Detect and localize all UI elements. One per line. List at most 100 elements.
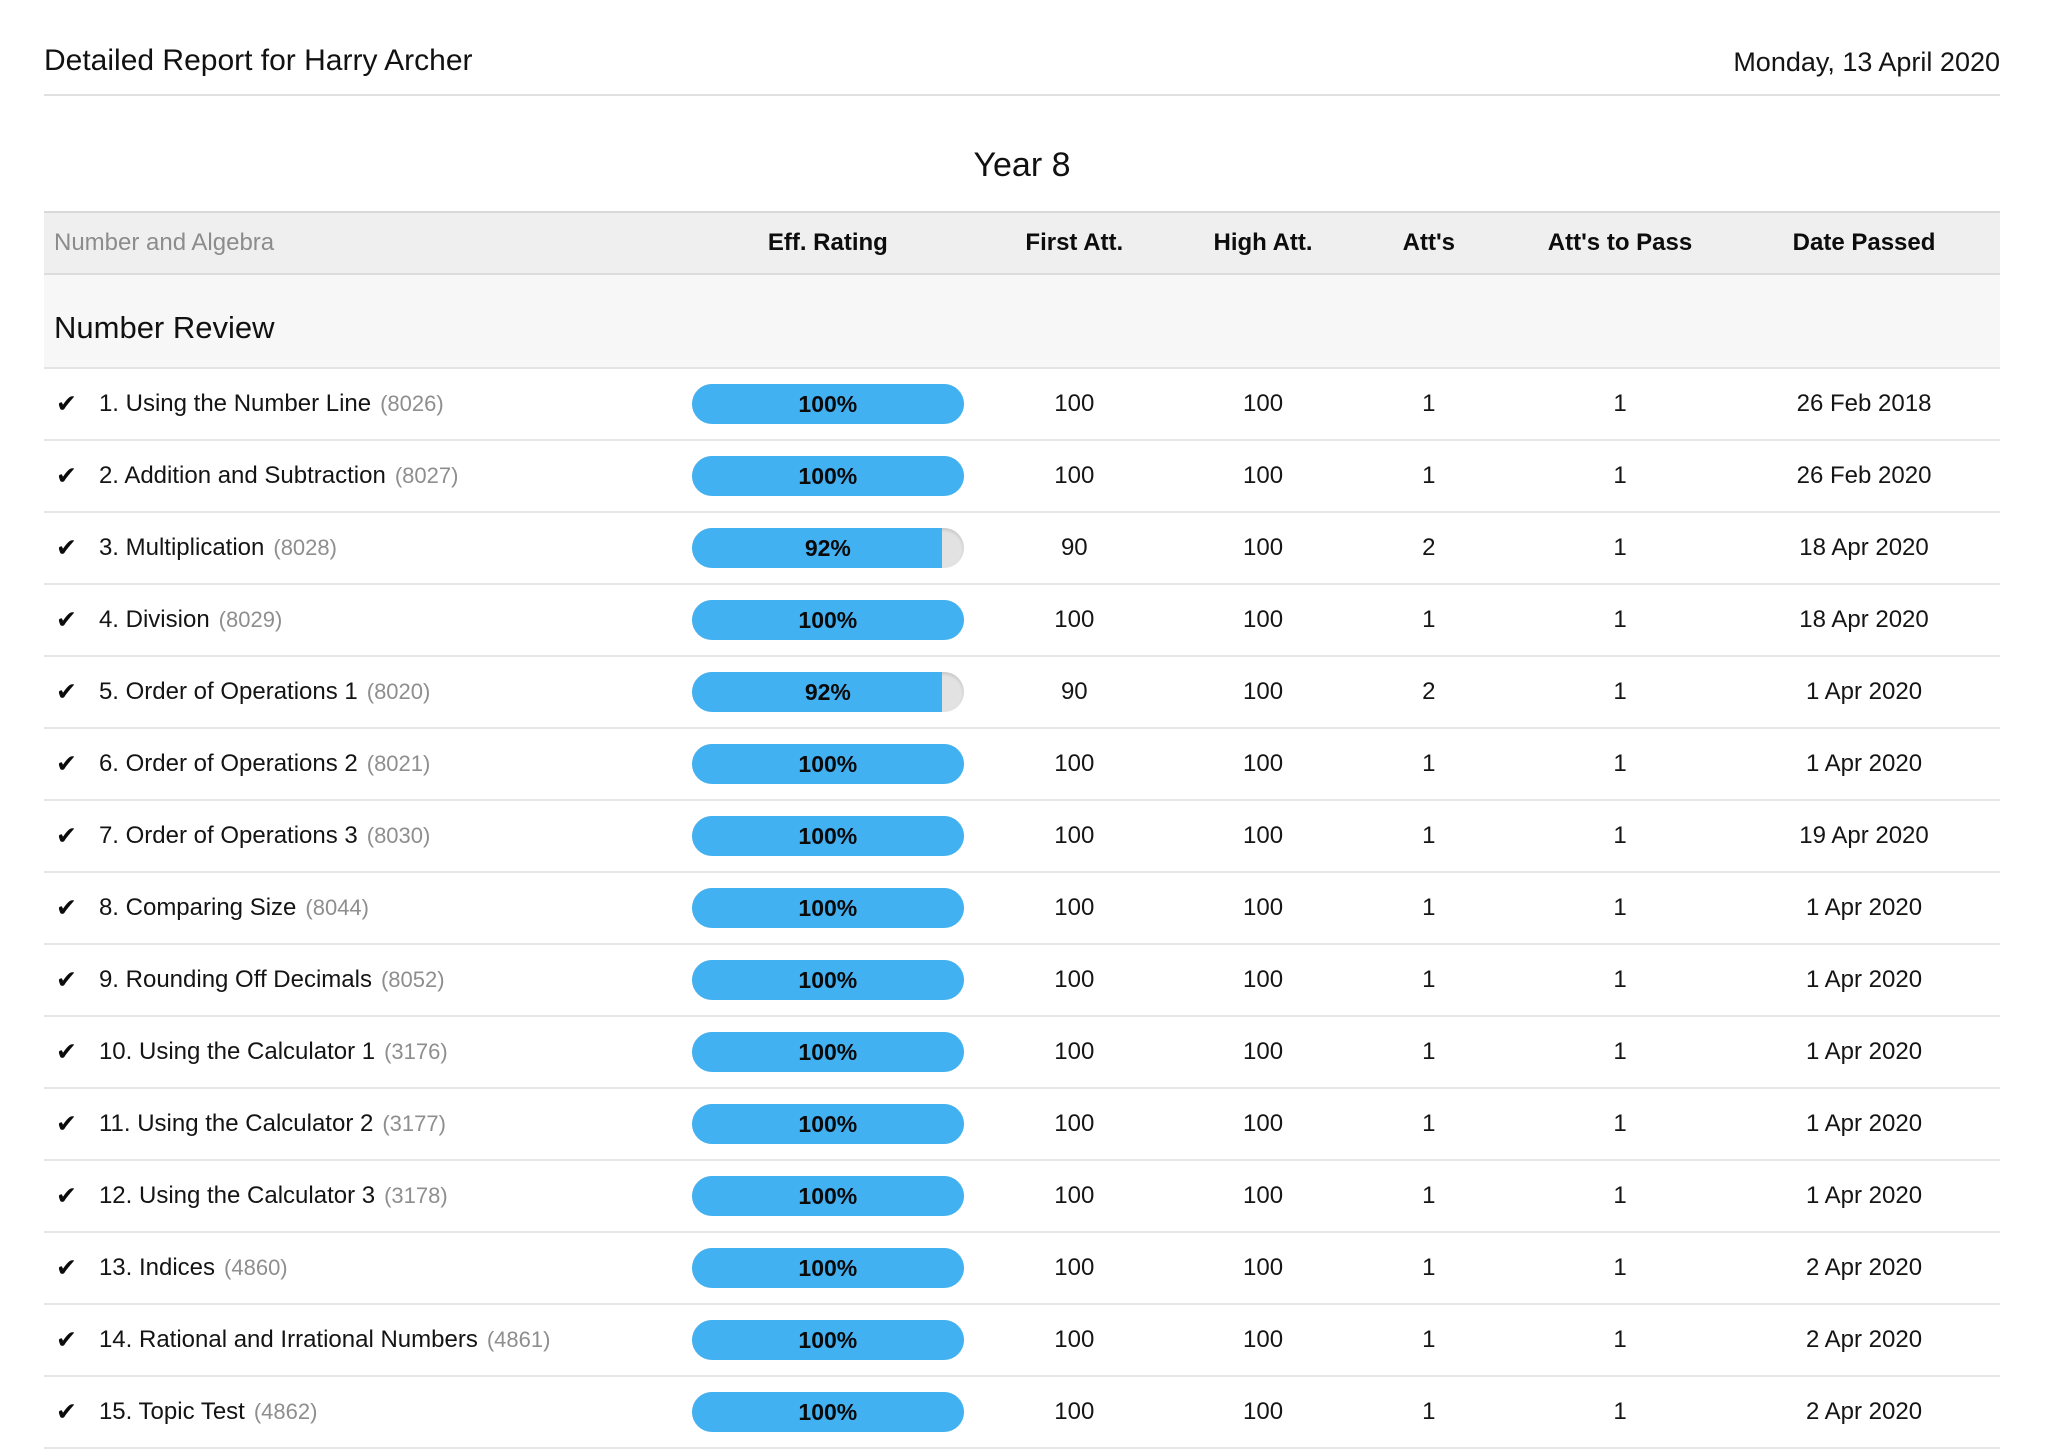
atts-to-pass-cell: 1	[1613, 1110, 1627, 1137]
topic-cell: ✔ 9. Rounding Off Decimals (8052)	[44, 966, 688, 994]
table-row: ✔ 13. Indices (4860) 100% 100 100 1 1 2 Apr 2020	[44, 1233, 2000, 1305]
atts-cell: 1	[1422, 1254, 1436, 1281]
atts-cell: 1	[1422, 1038, 1436, 1065]
topic-cell: ✔ 11. Using the Calculator 2 (3177)	[44, 1110, 688, 1138]
atts-cell: 1	[1422, 1182, 1436, 1209]
topic-name: 1. Using the Number Line (8026)	[98, 390, 444, 417]
topic-id: (8044)	[305, 895, 369, 920]
eff-rating-value: 100%	[798, 1398, 858, 1425]
eff-rating-value: 100%	[798, 1182, 858, 1209]
eff-rating-bar: 100%	[691, 1176, 964, 1216]
topic-cell: ✔ 2. Addition and Subtraction (8027)	[44, 462, 688, 490]
first-att-cell: 100	[1054, 390, 1095, 417]
eff-rating-fill	[691, 744, 964, 784]
eff-rating-cell: 92%	[688, 672, 969, 712]
high-att-cell: 100	[1243, 822, 1284, 849]
eff-rating-cell: 100%	[688, 888, 969, 928]
first-att-cell: 100	[1054, 1326, 1095, 1353]
topic-id: (4862)	[253, 1399, 318, 1424]
table-row: ✔ 4. Division (8029) 100% 100 100 1 1 18 Apr 202…	[44, 585, 2000, 657]
eff-rating-value: 100%	[798, 822, 858, 849]
atts-cell: 1	[1422, 606, 1436, 633]
first-att-cell: 100	[1054, 966, 1095, 993]
table-row: ✔ 5. Order of Operations 1 (8020) 92% 90 100 2…	[44, 657, 2000, 729]
topic-name: 8. Comparing Size (8044)	[98, 894, 369, 921]
eff-rating-fill	[691, 600, 964, 640]
topic-cell: ✔ 1. Using the Number Line (8026)	[44, 390, 688, 418]
eff-rating-bar: 100%	[691, 456, 964, 496]
topic-id: (3176)	[384, 1039, 448, 1064]
eff-rating-cell: 100%	[688, 1392, 969, 1432]
atts-to-pass-cell: 1	[1613, 1398, 1627, 1425]
date-passed-cell: 26 Feb 2018	[1796, 390, 1932, 417]
column-header-strand: Number and Algebra	[54, 229, 275, 256]
eff-rating-cell: 100%	[688, 960, 969, 1000]
table-body: ✔ 1. Using the Number Line (8026) 100% 100 10…	[44, 369, 2000, 1449]
check-icon: ✔	[56, 965, 77, 994]
table-row: ✔ 10. Using the Calculator 1 (3176) 100% 100…	[44, 1017, 2000, 1089]
atts-cell: 1	[1422, 966, 1436, 993]
eff-rating-fill	[691, 1104, 964, 1144]
atts-cell: 1	[1422, 1326, 1436, 1353]
topic-name: 11. Using the Calculator 2 (3177)	[98, 1110, 446, 1137]
atts-to-pass-cell: 1	[1613, 1326, 1627, 1353]
check-icon: ✔	[56, 1181, 77, 1210]
atts-cell: 1	[1422, 1398, 1436, 1425]
column-header-high-att: High Att.	[1213, 229, 1313, 256]
eff-rating-value: 100%	[798, 1038, 858, 1065]
eff-rating-value: 100%	[798, 894, 858, 921]
eff-rating-bar: 100%	[691, 1032, 964, 1072]
topic-cell: ✔ 6. Order of Operations 2 (8021)	[44, 750, 688, 778]
eff-rating-value: 100%	[798, 1326, 858, 1353]
atts-cell: 1	[1422, 390, 1436, 417]
date-passed-cell: 18 Apr 2020	[1799, 534, 1929, 561]
first-att-cell: 100	[1054, 894, 1095, 921]
high-att-cell: 100	[1243, 1182, 1284, 1209]
topic-id: (3178)	[384, 1183, 448, 1208]
check-icon: ✔	[56, 605, 77, 634]
topic-name: 13. Indices (4860)	[98, 1254, 288, 1281]
page-title: Detailed Report for Harry Archer	[44, 44, 473, 77]
topic-id: (8026)	[380, 391, 444, 416]
section-header-number-review: Number Review	[44, 275, 2000, 369]
eff-rating-value: 100%	[798, 1110, 858, 1137]
check-icon: ✔	[56, 749, 77, 778]
topic-cell: ✔ 10. Using the Calculator 1 (3176)	[44, 1038, 688, 1066]
high-att-cell: 100	[1243, 894, 1284, 921]
eff-rating-bar: 100%	[691, 744, 964, 784]
high-att-cell: 100	[1243, 462, 1284, 489]
first-att-cell: 100	[1054, 750, 1095, 777]
table-row: ✔ 11. Using the Calculator 2 (3177) 100% 100…	[44, 1089, 2000, 1161]
section-title: Number Review	[54, 310, 275, 345]
check-icon: ✔	[56, 389, 77, 418]
atts-cell: 2	[1422, 678, 1436, 705]
report-table: Number and Algebra Eff. Rating First Att…	[44, 211, 2000, 1449]
topic-cell: ✔ 3. Multiplication (8028)	[44, 534, 688, 562]
first-att-cell: 100	[1054, 1398, 1095, 1425]
topic-name: 6. Order of Operations 2 (8021)	[98, 750, 431, 777]
eff-rating-bar: 100%	[691, 816, 964, 856]
eff-rating-cell: 100%	[688, 384, 969, 424]
column-header-eff-rating: Eff. Rating	[767, 229, 888, 256]
topic-id: (8020)	[366, 679, 431, 704]
topic-name: 15. Topic Test (4862)	[98, 1398, 318, 1425]
table-row: ✔ 7. Order of Operations 3 (8030) 100% 100 10…	[44, 801, 2000, 873]
date-passed-cell: 1 Apr 2020	[1805, 678, 1923, 705]
eff-rating-value: 100%	[798, 462, 858, 489]
check-icon: ✔	[56, 1109, 77, 1138]
atts-cell: 2	[1422, 534, 1436, 561]
topic-id: (3177)	[382, 1111, 446, 1136]
eff-rating-value: 100%	[798, 606, 858, 633]
atts-to-pass-cell: 1	[1613, 894, 1627, 921]
check-icon: ✔	[56, 821, 77, 850]
eff-rating-value: 100%	[798, 750, 858, 777]
table-row: ✔ 14. Rational and Irrational Numbers (486…	[44, 1305, 2000, 1377]
atts-cell: 1	[1422, 894, 1436, 921]
atts-cell: 1	[1422, 750, 1436, 777]
date-passed-cell: 1 Apr 2020	[1805, 894, 1923, 921]
eff-rating-cell: 100%	[688, 1032, 969, 1072]
eff-rating-fill	[691, 1248, 964, 1288]
topic-cell: ✔ 15. Topic Test (4862)	[44, 1398, 688, 1426]
eff-rating-bar: 100%	[691, 600, 964, 640]
